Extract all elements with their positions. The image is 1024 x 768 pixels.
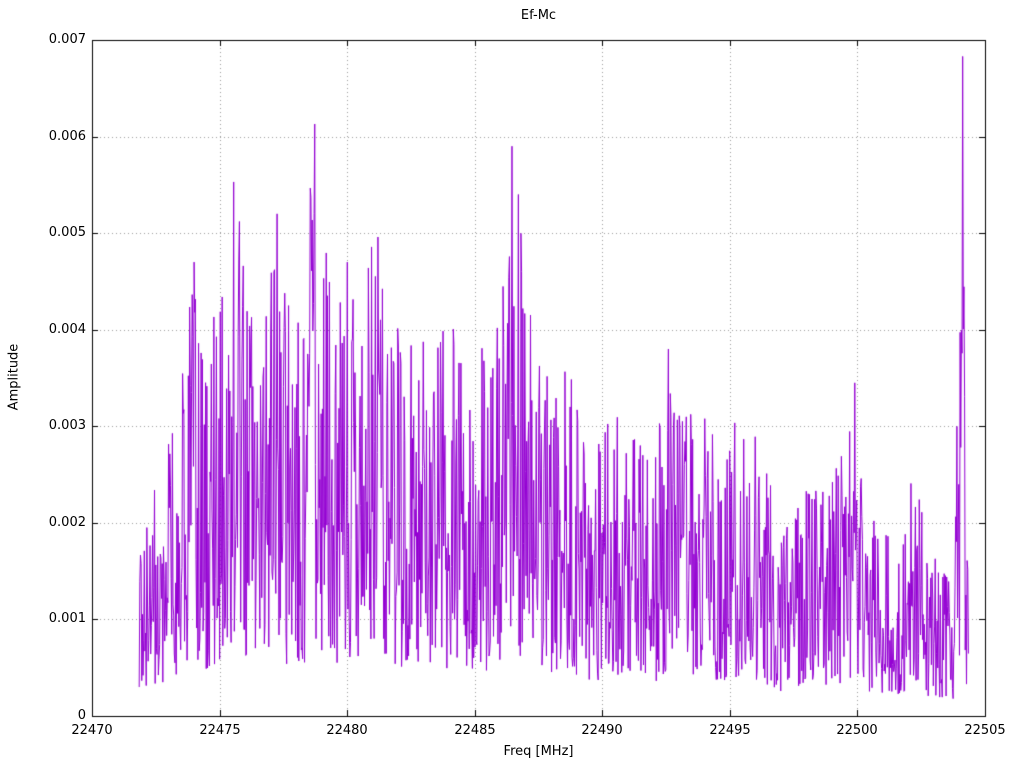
x-tick-label: 22470 [71, 723, 113, 738]
x-axis-label: Freq [MHz] [503, 744, 574, 759]
x-tick-label: 22495 [709, 723, 751, 738]
y-tick-label: 0 [77, 708, 86, 723]
y-tick-label: 0.003 [48, 418, 86, 433]
y-tick-label: 0.002 [48, 515, 86, 530]
y-axis-label: Amplitude [6, 343, 22, 411]
y-tick-label: 0.001 [48, 611, 86, 626]
x-tick-label: 22490 [581, 723, 623, 738]
y-tick-label: 0.005 [48, 225, 86, 240]
x-tick-label: 22475 [199, 723, 241, 738]
x-tick-label: 22485 [454, 723, 496, 738]
chart-title: Ef-Mc [520, 8, 557, 23]
x-tick-label: 22500 [836, 723, 878, 738]
x-tick-label: 22480 [326, 723, 368, 738]
y-tick-label: 0.006 [48, 129, 86, 144]
y-tick-label: 0.007 [48, 32, 86, 47]
y-tick-label: 0.004 [48, 322, 86, 337]
x-tick-label: 22505 [964, 723, 1006, 738]
